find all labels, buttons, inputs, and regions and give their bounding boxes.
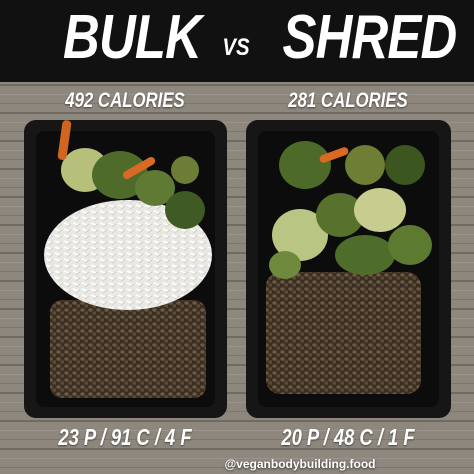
shred-title: SHRED [282, 3, 458, 72]
credit: @veganbodybuilding.food [224, 457, 376, 471]
lentils [50, 300, 206, 398]
macros-label: 23 P / 91 C / 4 F [58, 424, 192, 450]
bulk-title: BULK [63, 3, 202, 72]
calories-label: 492 CALORIES [65, 89, 185, 112]
vegetables [57, 120, 205, 229]
lentils [266, 272, 421, 394]
vs-label: VS [222, 34, 250, 61]
macros-label: 20 P / 48 C / 1 F [281, 424, 415, 450]
rice [44, 200, 212, 310]
calories-label: 281 CALORIES [288, 89, 408, 112]
header-bar [0, 0, 474, 82]
vegetables [269, 141, 432, 279]
